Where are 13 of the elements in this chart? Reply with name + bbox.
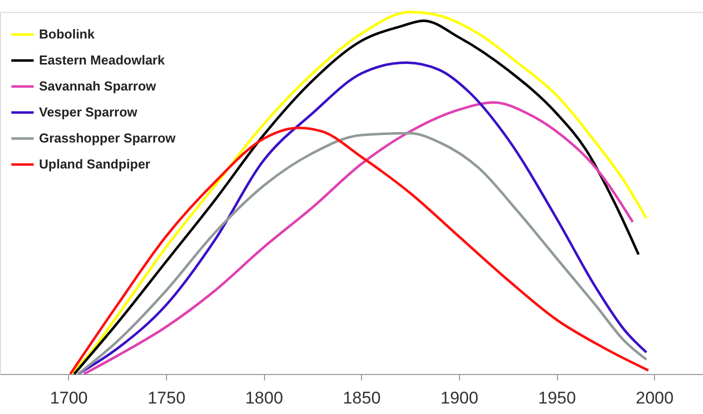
x-tick-label: 1850	[342, 388, 381, 408]
x-tick-label: 1800	[245, 388, 284, 408]
legend-label: Savannah Sparrow	[39, 78, 157, 94]
legend-label: Vesper Sparrow	[39, 104, 138, 120]
x-tick-label: 1950	[538, 388, 576, 408]
legend-label: Bobolink	[39, 26, 96, 42]
legend-label: Upland Sandpiper	[39, 156, 150, 172]
x-tick-label: 1900	[440, 388, 478, 408]
legend-label: Eastern Meadowlark	[39, 52, 166, 68]
x-tick-label: 1750	[148, 388, 186, 408]
legend-label: Grasshopper Sparrow	[39, 130, 176, 146]
x-tick-label: 2000	[636, 388, 674, 408]
x-tick-label: 1700	[50, 388, 88, 408]
